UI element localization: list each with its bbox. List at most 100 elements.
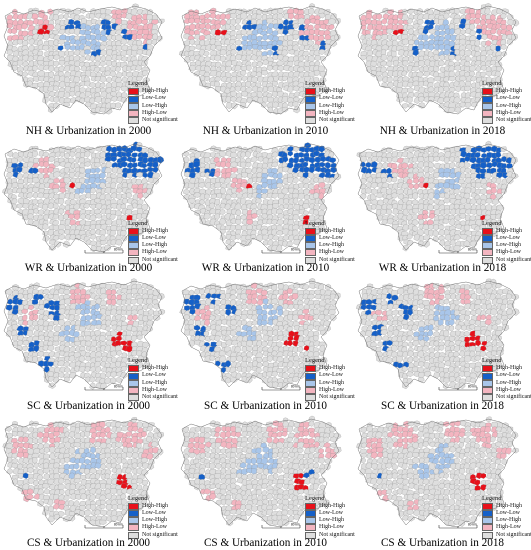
county-unit: [401, 60, 409, 67]
legend: Legend High-High Low-Low Low-High High-Low No…: [128, 220, 178, 264]
county-unit: [21, 166, 29, 174]
county-unit: [72, 331, 80, 338]
county-unit: [443, 298, 450, 305]
county-unit: [115, 34, 123, 42]
county-unit: [411, 66, 419, 72]
legend-swatch: [128, 109, 139, 117]
county-unit: [438, 44, 445, 51]
county-unit: [84, 80, 91, 87]
county-unit: [184, 56, 192, 64]
county-unit: [214, 61, 221, 68]
county-unit: [476, 208, 483, 216]
county-unit: [246, 351, 254, 358]
legend-title: Legend: [128, 357, 148, 364]
legend-item: Low-High: [482, 242, 531, 250]
county-unit: [43, 472, 50, 480]
map-panel: Legend High-High Low-Low Low-High High-Low No…: [0, 413, 178, 550]
county-unit: [489, 293, 496, 301]
legend-title: Legend: [305, 219, 325, 227]
county-unit: [292, 156, 299, 164]
county-unit: [412, 30, 420, 36]
region-outline: [3, 418, 163, 527]
county-unit: [375, 34, 382, 41]
county-unit: [240, 85, 246, 93]
legend-item: High-Low: [305, 387, 355, 394]
county-unit: [320, 55, 326, 62]
county-unit: [47, 478, 54, 485]
county-unit: [204, 76, 210, 82]
county-unit: [470, 168, 476, 174]
county-unit: [469, 70, 476, 77]
county-unit: [89, 382, 96, 390]
county-unit: [152, 310, 160, 317]
county-unit: [69, 181, 76, 189]
legend-item: High-Low: [128, 387, 178, 394]
county-unit: [115, 436, 122, 442]
county-unit: [32, 335, 40, 342]
county-unit: [427, 23, 434, 31]
county-unit: [110, 336, 117, 343]
county-unit: [210, 193, 217, 200]
county-unit: [115, 345, 122, 352]
choropleth-map: [2, 140, 165, 253]
legend-label: Low-High: [319, 102, 344, 109]
county-unit: [261, 228, 268, 235]
county-unit: [469, 35, 477, 43]
county-unit: [328, 309, 336, 316]
legend: Legend High-High Low-Low Low-High High-Low No…: [128, 80, 178, 125]
county-unit: [88, 13, 96, 20]
county-unit: [287, 85, 294, 93]
county-unit: [42, 436, 49, 443]
legend-item: High-Low: [482, 387, 531, 394]
county-unit: [287, 97, 295, 104]
county-unit: [84, 294, 91, 300]
county-unit: [110, 357, 117, 364]
county-unit: [132, 473, 139, 480]
county-unit: [475, 182, 482, 189]
legend-item: High-High: [128, 88, 178, 96]
county-unit: [291, 229, 299, 236]
county-unit: [432, 357, 440, 364]
county-unit: [319, 40, 326, 47]
county-unit: [147, 8, 153, 17]
county-unit: [276, 171, 283, 179]
county-unit: [58, 372, 65, 379]
legend-item: Low-High: [482, 380, 531, 387]
county-unit: [78, 504, 86, 511]
legend-item: High-High: [482, 88, 531, 96]
county-unit: [236, 76, 242, 83]
county-unit: [5, 432, 14, 439]
county-unit: [490, 182, 497, 189]
county-unit: [31, 65, 38, 72]
legend-label: High-High: [496, 227, 522, 234]
county-unit: [21, 345, 28, 352]
county-unit: [463, 224, 471, 231]
county-unit: [231, 102, 238, 110]
map-panel: Legend High-High Low-Low Low-High High-Low No…: [354, 138, 531, 276]
legend-item: High-High: [305, 228, 355, 235]
county-unit: [448, 325, 455, 332]
county-unit: [360, 177, 367, 184]
county-unit: [73, 76, 81, 84]
county-unit: [230, 166, 238, 173]
county-unit: [506, 38, 513, 46]
county-unit: [234, 64, 241, 72]
county-unit: [485, 351, 493, 358]
county-unit: [464, 336, 470, 344]
county-unit: [479, 320, 487, 328]
county-unit: [26, 293, 34, 300]
legend-swatch: [482, 249, 493, 257]
legend-label: High-Low: [496, 386, 521, 393]
county-unit: [328, 18, 336, 26]
county-unit: [427, 166, 434, 173]
county-unit: [318, 49, 325, 55]
county-unit: [213, 346, 221, 353]
county-unit: [90, 340, 97, 347]
scale-bar: 80 km: [84, 242, 124, 260]
county-unit: [236, 145, 242, 152]
county-unit: [53, 325, 61, 333]
county-unit: [132, 314, 138, 321]
county-unit: [52, 340, 60, 347]
county-unit: [73, 462, 80, 470]
county-unit: [192, 160, 200, 168]
